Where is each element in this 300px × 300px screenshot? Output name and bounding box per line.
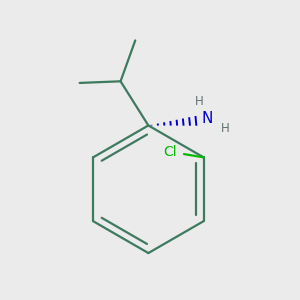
- Text: H: H: [195, 95, 203, 108]
- Text: H: H: [221, 122, 230, 135]
- Text: Cl: Cl: [163, 146, 177, 160]
- Text: N: N: [202, 111, 213, 126]
